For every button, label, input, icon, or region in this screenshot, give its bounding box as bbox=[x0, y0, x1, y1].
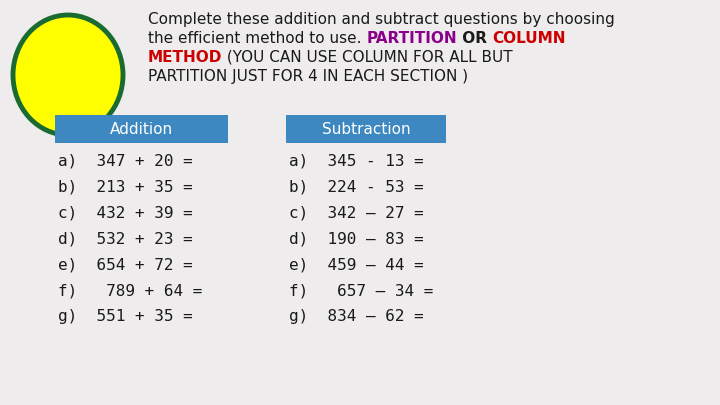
FancyBboxPatch shape bbox=[286, 115, 446, 143]
Text: PARTITION JUST FOR 4 IN EACH SECTION ): PARTITION JUST FOR 4 IN EACH SECTION ) bbox=[148, 69, 468, 84]
Text: d)  532 + 23 =: d) 532 + 23 = bbox=[58, 231, 193, 246]
Text: f)   789 + 64 =: f) 789 + 64 = bbox=[58, 283, 202, 298]
Text: Complete these addition and subtract questions by choosing: Complete these addition and subtract que… bbox=[148, 12, 615, 27]
Text: (YOU CAN USE COLUMN FOR ALL BUT: (YOU CAN USE COLUMN FOR ALL BUT bbox=[222, 50, 513, 65]
Text: f)   657 – 34 =: f) 657 – 34 = bbox=[289, 283, 433, 298]
Ellipse shape bbox=[13, 15, 123, 135]
Text: COLUMN: COLUMN bbox=[492, 31, 566, 46]
Text: Addition: Addition bbox=[110, 122, 173, 136]
FancyBboxPatch shape bbox=[55, 115, 228, 143]
Text: b)  213 + 35 =: b) 213 + 35 = bbox=[58, 179, 193, 194]
Text: a)  347 + 20 =: a) 347 + 20 = bbox=[58, 153, 193, 168]
Text: d)  190 – 83 =: d) 190 – 83 = bbox=[289, 231, 424, 246]
Text: c)  432 + 39 =: c) 432 + 39 = bbox=[58, 205, 193, 220]
Text: g)  834 – 62 =: g) 834 – 62 = bbox=[289, 309, 424, 324]
Text: the efficient method to use.: the efficient method to use. bbox=[148, 31, 366, 46]
Text: METHOD: METHOD bbox=[148, 50, 222, 65]
Text: PARTITION: PARTITION bbox=[366, 31, 457, 46]
Text: Subtraction: Subtraction bbox=[322, 122, 410, 136]
Text: e)  459 – 44 =: e) 459 – 44 = bbox=[289, 257, 424, 272]
Text: b)  224 - 53 =: b) 224 - 53 = bbox=[289, 179, 424, 194]
Text: OR: OR bbox=[457, 31, 492, 46]
Text: a)  345 - 13 =: a) 345 - 13 = bbox=[289, 153, 424, 168]
Text: c)  342 – 27 =: c) 342 – 27 = bbox=[289, 205, 424, 220]
Text: g)  551 + 35 =: g) 551 + 35 = bbox=[58, 309, 193, 324]
Text: e)  654 + 72 =: e) 654 + 72 = bbox=[58, 257, 193, 272]
